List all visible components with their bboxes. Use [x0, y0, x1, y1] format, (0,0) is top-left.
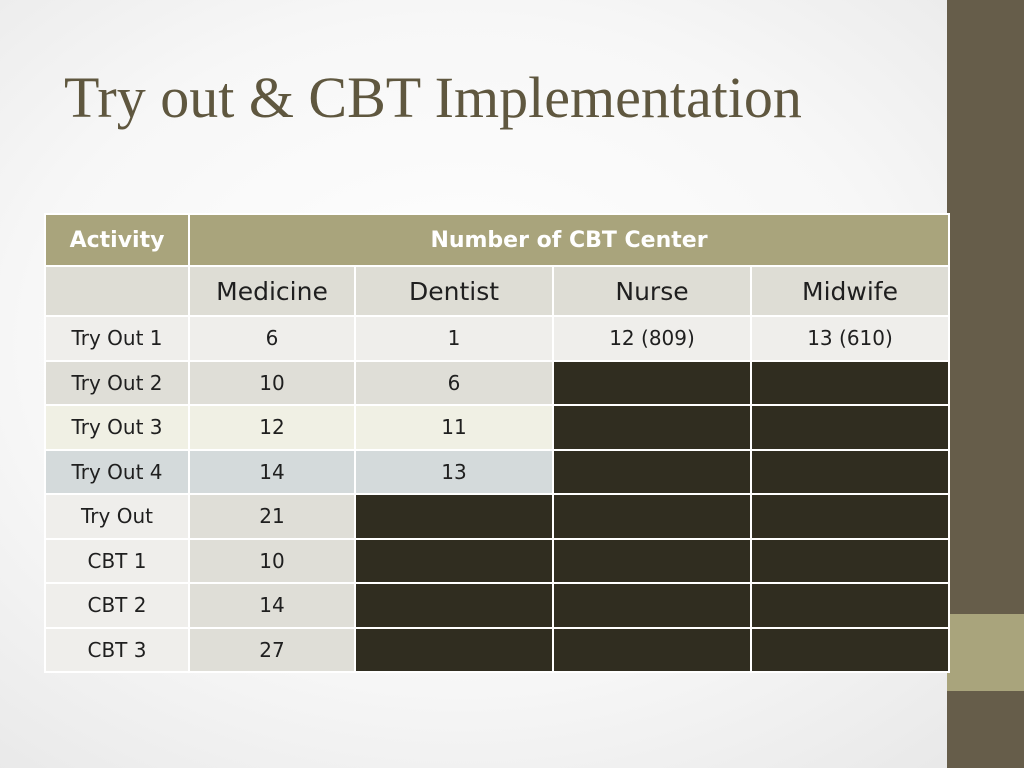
cell-medicine: 14 — [188, 448, 356, 495]
table-row: Try Out 4 14 13 — [44, 448, 950, 495]
cell-medicine: 10 — [188, 537, 356, 584]
cell-dentist: 1 — [354, 315, 554, 362]
slide-title: Try out & CBT Implementation — [64, 65, 802, 130]
row-label: CBT 2 — [44, 582, 190, 629]
table-row: CBT 1 10 — [44, 537, 950, 584]
cell-nurse-empty — [552, 626, 752, 673]
cell-nurse-empty — [552, 404, 752, 451]
cell-nurse-empty — [552, 537, 752, 584]
cell-dentist-empty — [354, 493, 554, 540]
cell-nurse-empty — [552, 359, 752, 406]
cell-midwife-empty — [750, 493, 950, 540]
cell-midwife-empty — [750, 537, 950, 584]
table-row: CBT 3 27 — [44, 626, 950, 673]
row-label: Try Out 2 — [44, 359, 190, 406]
cell-midwife-empty — [750, 582, 950, 629]
cell-medicine: 21 — [188, 493, 356, 540]
table-row: Try Out 1 6 1 12 (809) 13 (610) — [44, 315, 950, 362]
cell-dentist-empty — [354, 537, 554, 584]
cbt-center-table: Activity Number of CBT Center Medicine D… — [44, 213, 950, 673]
table-header-row: Activity Number of CBT Center — [44, 213, 950, 267]
cell-midwife: 13 (610) — [750, 315, 950, 362]
cell-midwife-empty — [750, 359, 950, 406]
cell-midwife-empty — [750, 626, 950, 673]
subheader-empty-cell — [44, 265, 190, 317]
cell-medicine: 6 — [188, 315, 356, 362]
table-row: Try Out 21 — [44, 493, 950, 540]
cell-nurse-empty — [552, 582, 752, 629]
table-subheader-row: Medicine Dentist Nurse Midwife — [44, 265, 950, 317]
cell-nurse-empty — [552, 493, 752, 540]
sidebar-accent-block — [947, 614, 1024, 691]
cell-dentist: 13 — [354, 448, 554, 495]
cell-midwife-empty — [750, 448, 950, 495]
cell-dentist-empty — [354, 582, 554, 629]
cell-medicine: 12 — [188, 404, 356, 451]
cell-midwife-empty — [750, 404, 950, 451]
row-label: Try Out — [44, 493, 190, 540]
row-label: Try Out 4 — [44, 448, 190, 495]
header-number-of-cbt-center: Number of CBT Center — [188, 213, 950, 267]
header-activity: Activity — [44, 213, 190, 267]
table-row: Try Out 3 12 11 — [44, 404, 950, 451]
row-label: Try Out 3 — [44, 404, 190, 451]
table-row: CBT 2 14 — [44, 582, 950, 629]
cell-medicine: 10 — [188, 359, 356, 406]
subheader-medicine: Medicine — [188, 265, 356, 317]
cell-dentist: 11 — [354, 404, 554, 451]
cell-medicine: 27 — [188, 626, 356, 673]
cell-medicine: 14 — [188, 582, 356, 629]
subheader-midwife: Midwife — [750, 265, 950, 317]
subheader-nurse: Nurse — [552, 265, 752, 317]
row-label: CBT 1 — [44, 537, 190, 584]
cell-nurse: 12 (809) — [552, 315, 752, 362]
cell-nurse-empty — [552, 448, 752, 495]
row-label: CBT 3 — [44, 626, 190, 673]
cell-dentist-empty — [354, 626, 554, 673]
table-row: Try Out 2 10 6 — [44, 359, 950, 406]
row-label: Try Out 1 — [44, 315, 190, 362]
subheader-dentist: Dentist — [354, 265, 554, 317]
cell-dentist: 6 — [354, 359, 554, 406]
